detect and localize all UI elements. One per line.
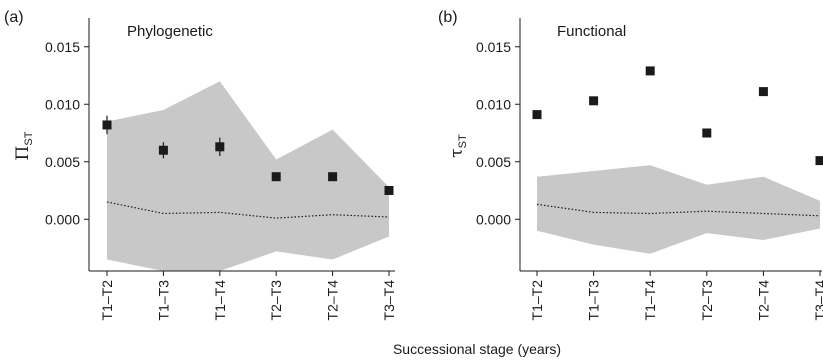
y-tick-label: 0.005 — [45, 154, 80, 170]
observed-point — [815, 156, 823, 166]
observed-point — [589, 96, 599, 106]
y-axis-label: τST — [447, 134, 469, 158]
panel-title: Phylogenetic — [127, 23, 213, 40]
null-envelope-band — [107, 81, 389, 271]
x-category-label: T2–T4 — [325, 280, 341, 321]
observed-point — [158, 145, 168, 155]
x-category-label: T2–T3 — [699, 280, 715, 321]
y-tick-label: 0.015 — [476, 39, 511, 55]
y-tick-label: 0.005 — [476, 154, 511, 170]
x-category-label: T1–T4 — [642, 280, 658, 321]
y-tick-label: 0.010 — [45, 96, 80, 112]
x-category-label: T1–T2 — [529, 280, 545, 321]
panel-letter: (b) — [438, 9, 458, 26]
x-axis-title: Successional stage (years) — [393, 341, 561, 357]
x-category-label: T3–T4 — [812, 280, 823, 321]
y-axis-label: ΠST — [13, 131, 35, 160]
x-category-label: T2–T4 — [755, 280, 771, 321]
observed-point — [215, 142, 225, 152]
observed-point — [271, 172, 281, 182]
panel-b-functional: (b) Functional 0.000 0.005 0.010 0.015 τST T1–T… — [438, 9, 823, 320]
x-category-label: T2–T3 — [268, 280, 284, 321]
y-tick-label: 0.000 — [45, 211, 80, 227]
y-axis-symbol: τ — [447, 148, 467, 157]
x-category-label: T1–T2 — [99, 280, 115, 321]
observed-point — [702, 128, 712, 138]
y-tick-label: 0.010 — [476, 96, 511, 112]
y-tick-label: 0.015 — [45, 39, 80, 55]
observed-point — [384, 186, 394, 195]
y-axis-subscript: ST — [457, 134, 469, 148]
panel-title: Functional — [557, 23, 626, 40]
y-axis-subscript: ST — [23, 131, 35, 145]
x-category-label: T1–T3 — [155, 280, 171, 321]
x-category-label: T1–T4 — [212, 280, 228, 321]
observed-point — [328, 172, 338, 182]
observed-point — [645, 66, 655, 76]
observed-point — [532, 110, 542, 120]
observed-point — [758, 87, 768, 97]
panel-a-phylogenetic: (a) Phylogenetic 0.000 0.005 0.010 0.015 ΠST T1… — [4, 9, 397, 320]
y-axis-symbol: Π — [13, 146, 33, 161]
x-category-label: T1–T3 — [586, 280, 602, 321]
observed-point — [102, 120, 112, 130]
null-envelope-band — [537, 165, 820, 254]
panel-letter: (a) — [4, 9, 24, 26]
y-tick-label: 0.000 — [476, 211, 511, 227]
x-category-label: T3–T4 — [381, 280, 397, 321]
